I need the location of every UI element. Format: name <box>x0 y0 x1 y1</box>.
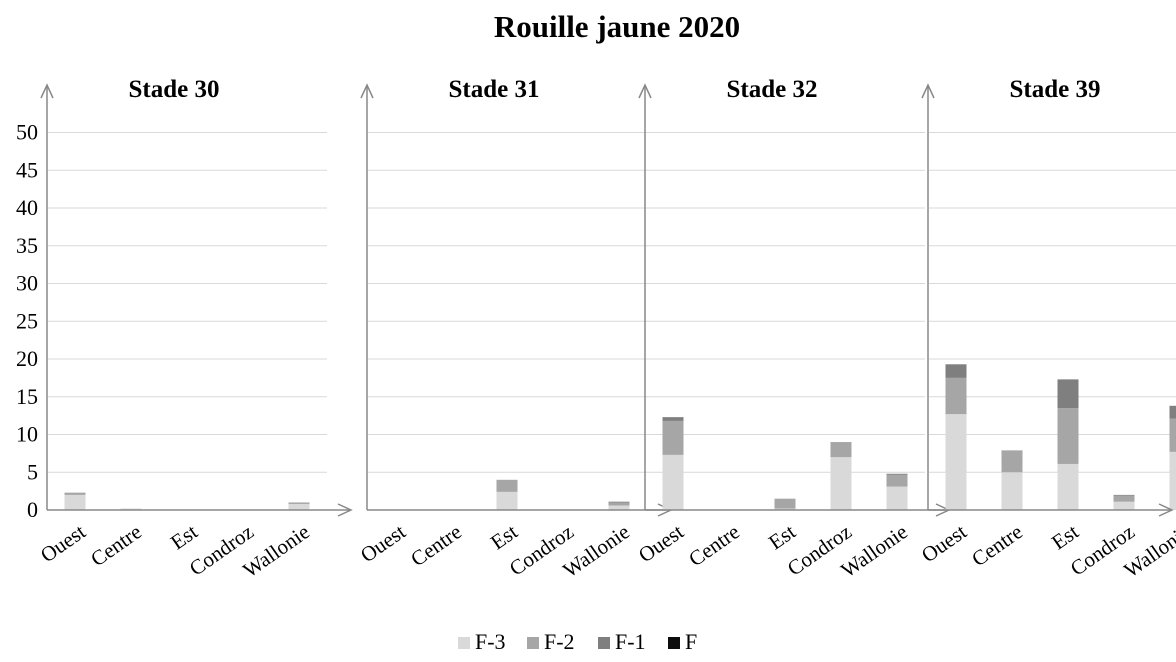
legend-label: F <box>685 629 697 654</box>
panel-title: Stade 32 <box>727 76 818 103</box>
y-tick-label: 25 <box>16 308 38 333</box>
x-tick-label: Ouest <box>634 519 688 567</box>
x-axis-arrow <box>337 503 353 517</box>
x-tick-label: Est <box>166 519 202 554</box>
bar-segment-f2-wallonie <box>288 502 310 504</box>
bar-segment-f1-est <box>1057 379 1079 409</box>
bar-segment-f1-ouest <box>662 417 684 421</box>
panel-title: Stade 31 <box>449 76 540 103</box>
x-tick-label: Est <box>764 519 800 554</box>
bar-segment-f2-est <box>496 479 518 492</box>
bar-segment-f2-est <box>774 498 796 509</box>
bar-segment-f2-ouest <box>945 377 967 415</box>
bar-segment-f2-wallonie <box>608 502 630 506</box>
bar-segment-f3-condroz <box>830 457 852 510</box>
x-tick-label: Ouest <box>36 519 90 567</box>
bar-segment-f3-wallonie <box>608 505 630 510</box>
y-tick-label: 15 <box>16 384 38 409</box>
bar-segment-f2-centre <box>1001 450 1023 473</box>
bar-segment-f1-wallonie <box>608 501 630 503</box>
legend-swatch <box>527 637 539 649</box>
bar-segment-f2-condroz <box>1113 495 1135 502</box>
bar-segment-f3-ouest <box>662 454 684 510</box>
legend-label: F-3 <box>475 629 506 654</box>
y-tick-label: 50 <box>16 120 38 145</box>
bar-segment-f3-est <box>496 491 518 510</box>
y-axis-arrow <box>360 83 374 99</box>
bar-segment-f1-ouest <box>945 364 967 378</box>
bar-segment-f2-ouest <box>662 420 684 455</box>
x-tick-label: Est <box>1047 519 1083 554</box>
bar-segment-f2-wallonie <box>1169 418 1176 452</box>
legend: F-3 F-2 F-1 F <box>458 629 697 654</box>
bar-segment-f3-wallonie <box>886 486 908 510</box>
x-tick-label: Centre <box>967 519 1027 571</box>
legend-swatch <box>458 637 470 649</box>
bar-segment-f3-ouest <box>64 494 86 510</box>
x-tick-label: Ouest <box>356 519 410 567</box>
bar-segment-f1-wallonie <box>1169 405 1176 419</box>
bar-segment-f3-condroz <box>1113 501 1135 510</box>
y-tick-label: 20 <box>16 346 38 371</box>
chart-title: Rouille jaune 2020 <box>494 9 740 44</box>
x-tick-label: Centre <box>406 519 466 571</box>
x-axis-arrow <box>1158 503 1174 517</box>
bar-segment-f3-est <box>1057 463 1079 510</box>
legend-swatch <box>598 637 610 649</box>
bar-segment-f2-ouest <box>64 492 86 495</box>
y-tick-label: 30 <box>16 271 38 296</box>
legend-label: F-1 <box>615 629 646 654</box>
bar-segment-f2-est <box>1057 408 1079 464</box>
bar-segment-f1-wallonie <box>886 473 908 475</box>
y-tick-label: 45 <box>16 157 38 182</box>
y-axis-arrow <box>40 83 54 99</box>
y-tick-label: 5 <box>27 459 38 484</box>
bar-segment-f2-condroz <box>830 442 852 458</box>
y-axis-tick-labels: 0 5 10 15 20 25 30 35 40 45 50 <box>16 120 38 523</box>
legend-label: F-2 <box>544 629 575 654</box>
x-tick-label: Centre <box>86 519 146 571</box>
bar-segment-f3-wallonie <box>288 503 310 510</box>
x-tick-label: Centre <box>684 519 744 571</box>
y-axis-arrow <box>921 83 935 99</box>
y-tick-label: 10 <box>16 422 38 447</box>
y-tick-label: 40 <box>16 195 38 220</box>
legend-swatch <box>668 637 680 649</box>
panel-title: Stade 39 <box>1010 76 1101 103</box>
x-tick-label: Ouest <box>917 519 971 567</box>
y-axis-arrow <box>638 83 652 99</box>
panel-title: Stade 30 <box>129 76 220 103</box>
bar-segment-f3-centre <box>120 508 142 510</box>
bar-segment-f3-ouest <box>945 414 967 510</box>
bar-segment-f2-wallonie <box>886 474 908 487</box>
x-tick-label: Est <box>486 519 522 554</box>
bar-segment-f3-est <box>774 508 796 510</box>
bar-segment-f3-wallonie <box>1169 451 1176 510</box>
y-tick-label: 35 <box>16 233 38 258</box>
bar-segment-f1-condroz <box>1113 494 1135 496</box>
y-tick-label: 0 <box>27 497 38 522</box>
bar-segment-f3-centre <box>1001 472 1023 510</box>
